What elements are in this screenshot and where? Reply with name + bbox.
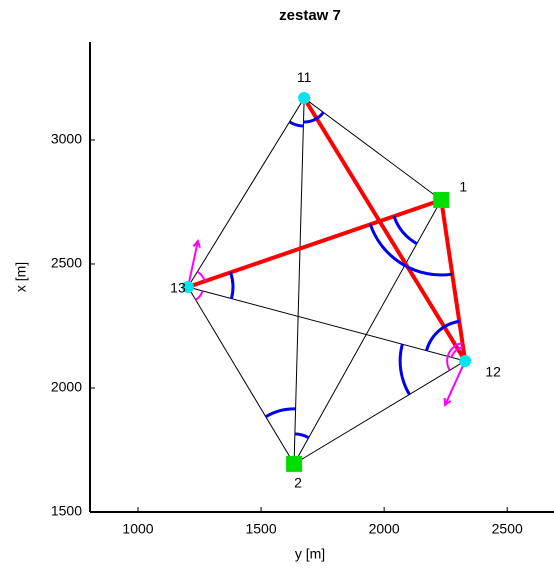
chart-title: zestaw 7 (279, 7, 341, 24)
angle-arc (446, 342, 463, 371)
angle-arc (294, 432, 310, 440)
x-tick-label: 1500 (245, 521, 276, 537)
point (433, 191, 450, 208)
observed-line (302, 97, 467, 362)
point-label: 13 (170, 280, 186, 296)
angle-arc (303, 111, 325, 124)
angle-arc (264, 407, 296, 419)
x-axis-label: y [m] (295, 546, 325, 562)
y-tick-label: 1500 (51, 503, 82, 519)
point (298, 92, 311, 105)
angle-arc (229, 271, 235, 300)
angle-arc (288, 120, 304, 128)
angle-arc (425, 319, 460, 352)
network-line (293, 98, 305, 464)
x-tick-label: 2000 (369, 521, 400, 537)
error-arrow (444, 360, 467, 406)
angle-arc (392, 215, 418, 245)
point (459, 354, 472, 367)
point (181, 281, 194, 294)
y-tick-label: 3000 (51, 131, 82, 147)
angle-arc (450, 346, 464, 358)
x-tick-label: 1000 (122, 521, 153, 537)
observed-line (439, 199, 468, 362)
point-label: 12 (485, 364, 501, 380)
network-line (303, 97, 442, 201)
y-axis-label: x [m] (13, 262, 29, 292)
angle-arc (196, 270, 206, 282)
point-label: 2 (294, 475, 302, 491)
angle-arc (368, 223, 453, 277)
y-tick-label: 2000 (51, 379, 82, 395)
error-arrow-head (443, 397, 452, 407)
point-label: 11 (297, 69, 312, 85)
point-label: 1 (459, 179, 467, 195)
angle-arc (398, 343, 411, 396)
x-tick-label: 2500 (492, 521, 523, 537)
error-arrow (186, 240, 199, 288)
network-line (293, 199, 442, 465)
point (286, 455, 303, 472)
network-line (187, 286, 466, 362)
network-line (187, 286, 295, 465)
observed-line (187, 198, 442, 289)
network-line (293, 360, 466, 465)
angle-arc (195, 290, 204, 301)
y-tick-label: 2500 (51, 255, 82, 271)
error-arrow-head (192, 239, 201, 249)
network-line (187, 97, 305, 288)
